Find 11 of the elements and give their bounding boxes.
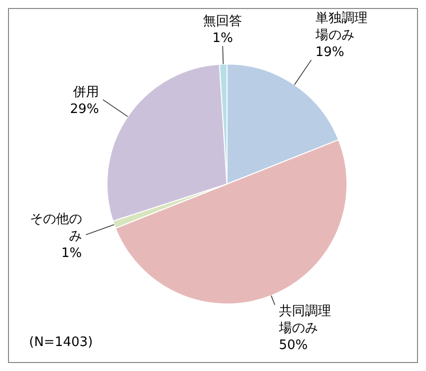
slice-label: その他のみ <box>30 212 82 244</box>
data-label: 19% <box>315 44 344 60</box>
slice-label: 併用 <box>72 85 99 100</box>
data-label: 50% <box>278 338 308 353</box>
data-label: 29% <box>70 102 99 118</box>
data-label: 1% <box>212 31 233 46</box>
data-label: 1% <box>61 246 82 261</box>
text: (N=1403) <box>29 335 93 350</box>
slice-label: 単独調理場のみ <box>314 10 368 43</box>
slice-label: 共同調理場のみ <box>278 304 331 336</box>
slice-label: 無回答 <box>203 14 242 30</box>
